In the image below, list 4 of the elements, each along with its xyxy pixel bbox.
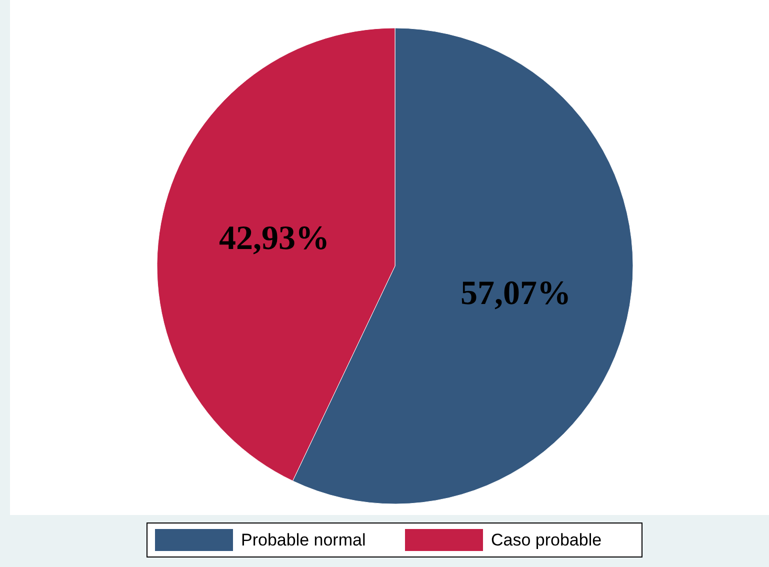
data-label: 42,93% <box>219 220 330 258</box>
legend-label: Probable normal <box>241 530 366 550</box>
data-label: 57,07% <box>460 274 571 312</box>
legend-label: Caso probable <box>491 530 602 550</box>
